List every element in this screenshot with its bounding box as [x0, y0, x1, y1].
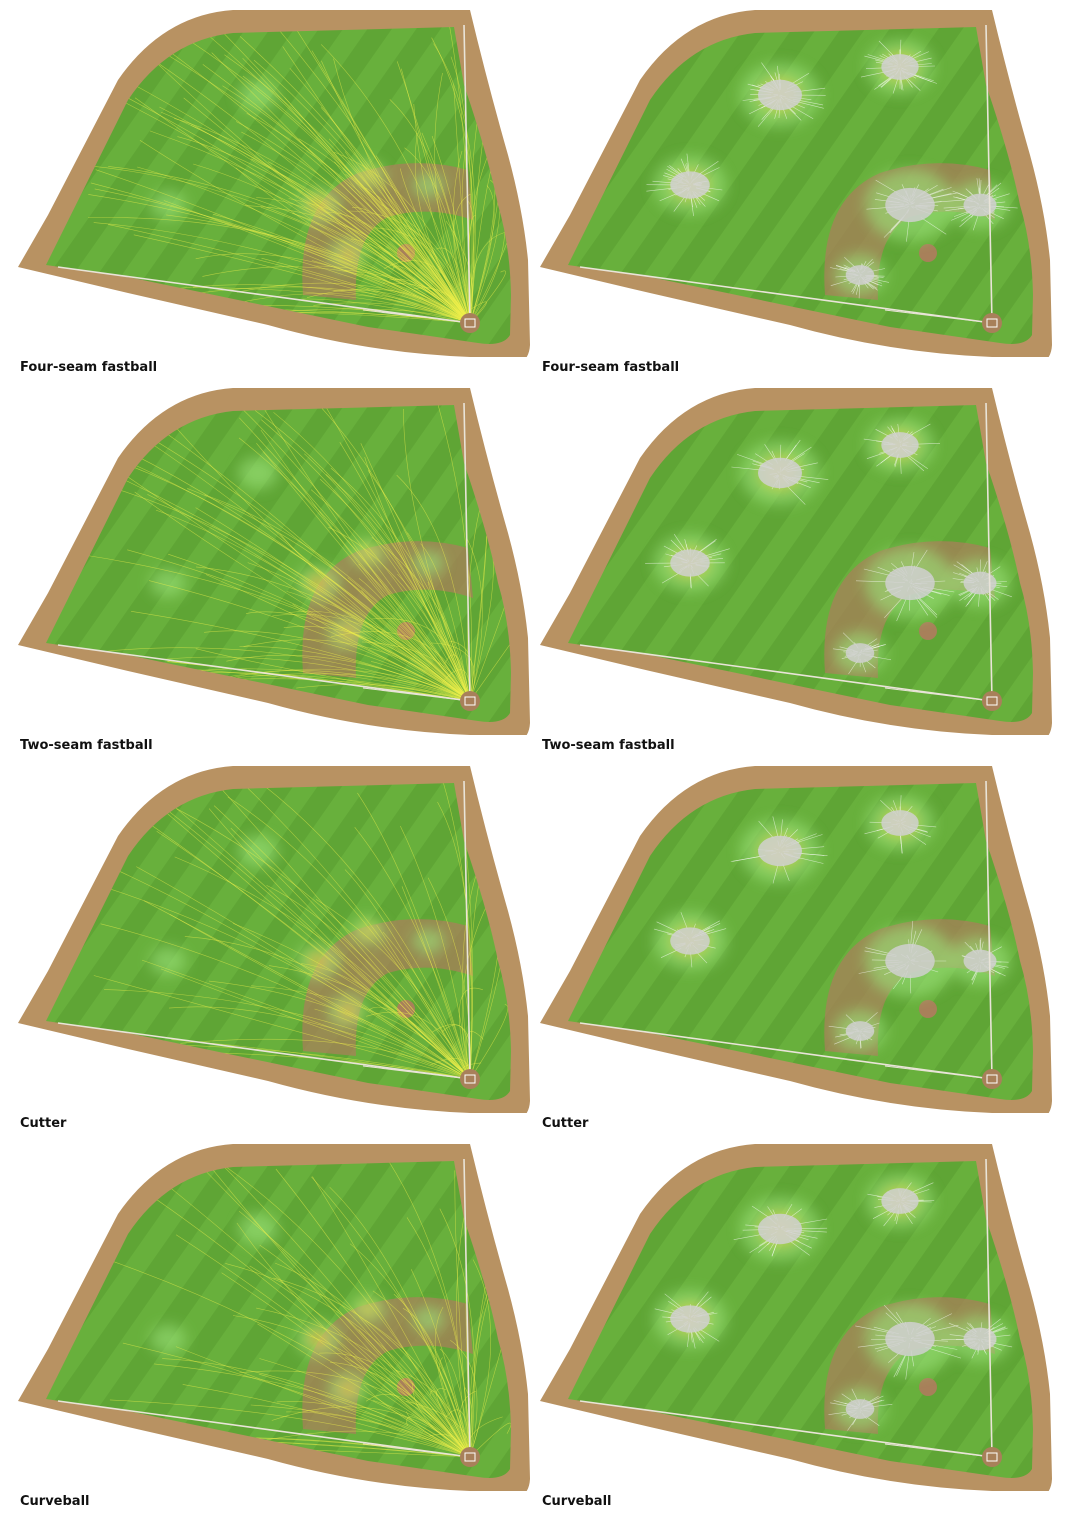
field-diagram [18, 388, 530, 735]
field-diagram [18, 1144, 530, 1491]
panel-four-seam-right: Four-seam fastball [540, 5, 1060, 383]
panel-caption: Curveball [542, 1494, 612, 1509]
panel-cutter-left: Cutter [18, 761, 538, 1139]
panel-caption: Two-seam fastball [542, 738, 675, 753]
panel-caption: Two-seam fastball [20, 738, 153, 753]
field-diagram [540, 388, 1052, 735]
field-diagram [540, 10, 1052, 357]
field-diagram [18, 766, 530, 1113]
panel-caption: Four-seam fastball [20, 360, 158, 375]
field-diagram [18, 10, 530, 357]
panel-caption: Curveball [20, 1494, 90, 1509]
panel-two-seam-left: Two-seam fastball [18, 383, 538, 761]
panel-cutter-right: Cutter [540, 761, 1060, 1139]
field-diagram [540, 1144, 1052, 1491]
panel-curveball-left: Curveball [18, 1139, 538, 1517]
panel-caption: Cutter [542, 1116, 589, 1131]
field-diagram [540, 766, 1052, 1113]
panel-caption: Cutter [20, 1116, 67, 1131]
panel-four-seam-left: Four-seam fastball [18, 5, 538, 383]
panel-curveball-right: Curveball [540, 1139, 1060, 1517]
panel-caption: Four-seam fastball [542, 360, 680, 375]
panel-two-seam-right: Two-seam fastball [540, 383, 1060, 761]
